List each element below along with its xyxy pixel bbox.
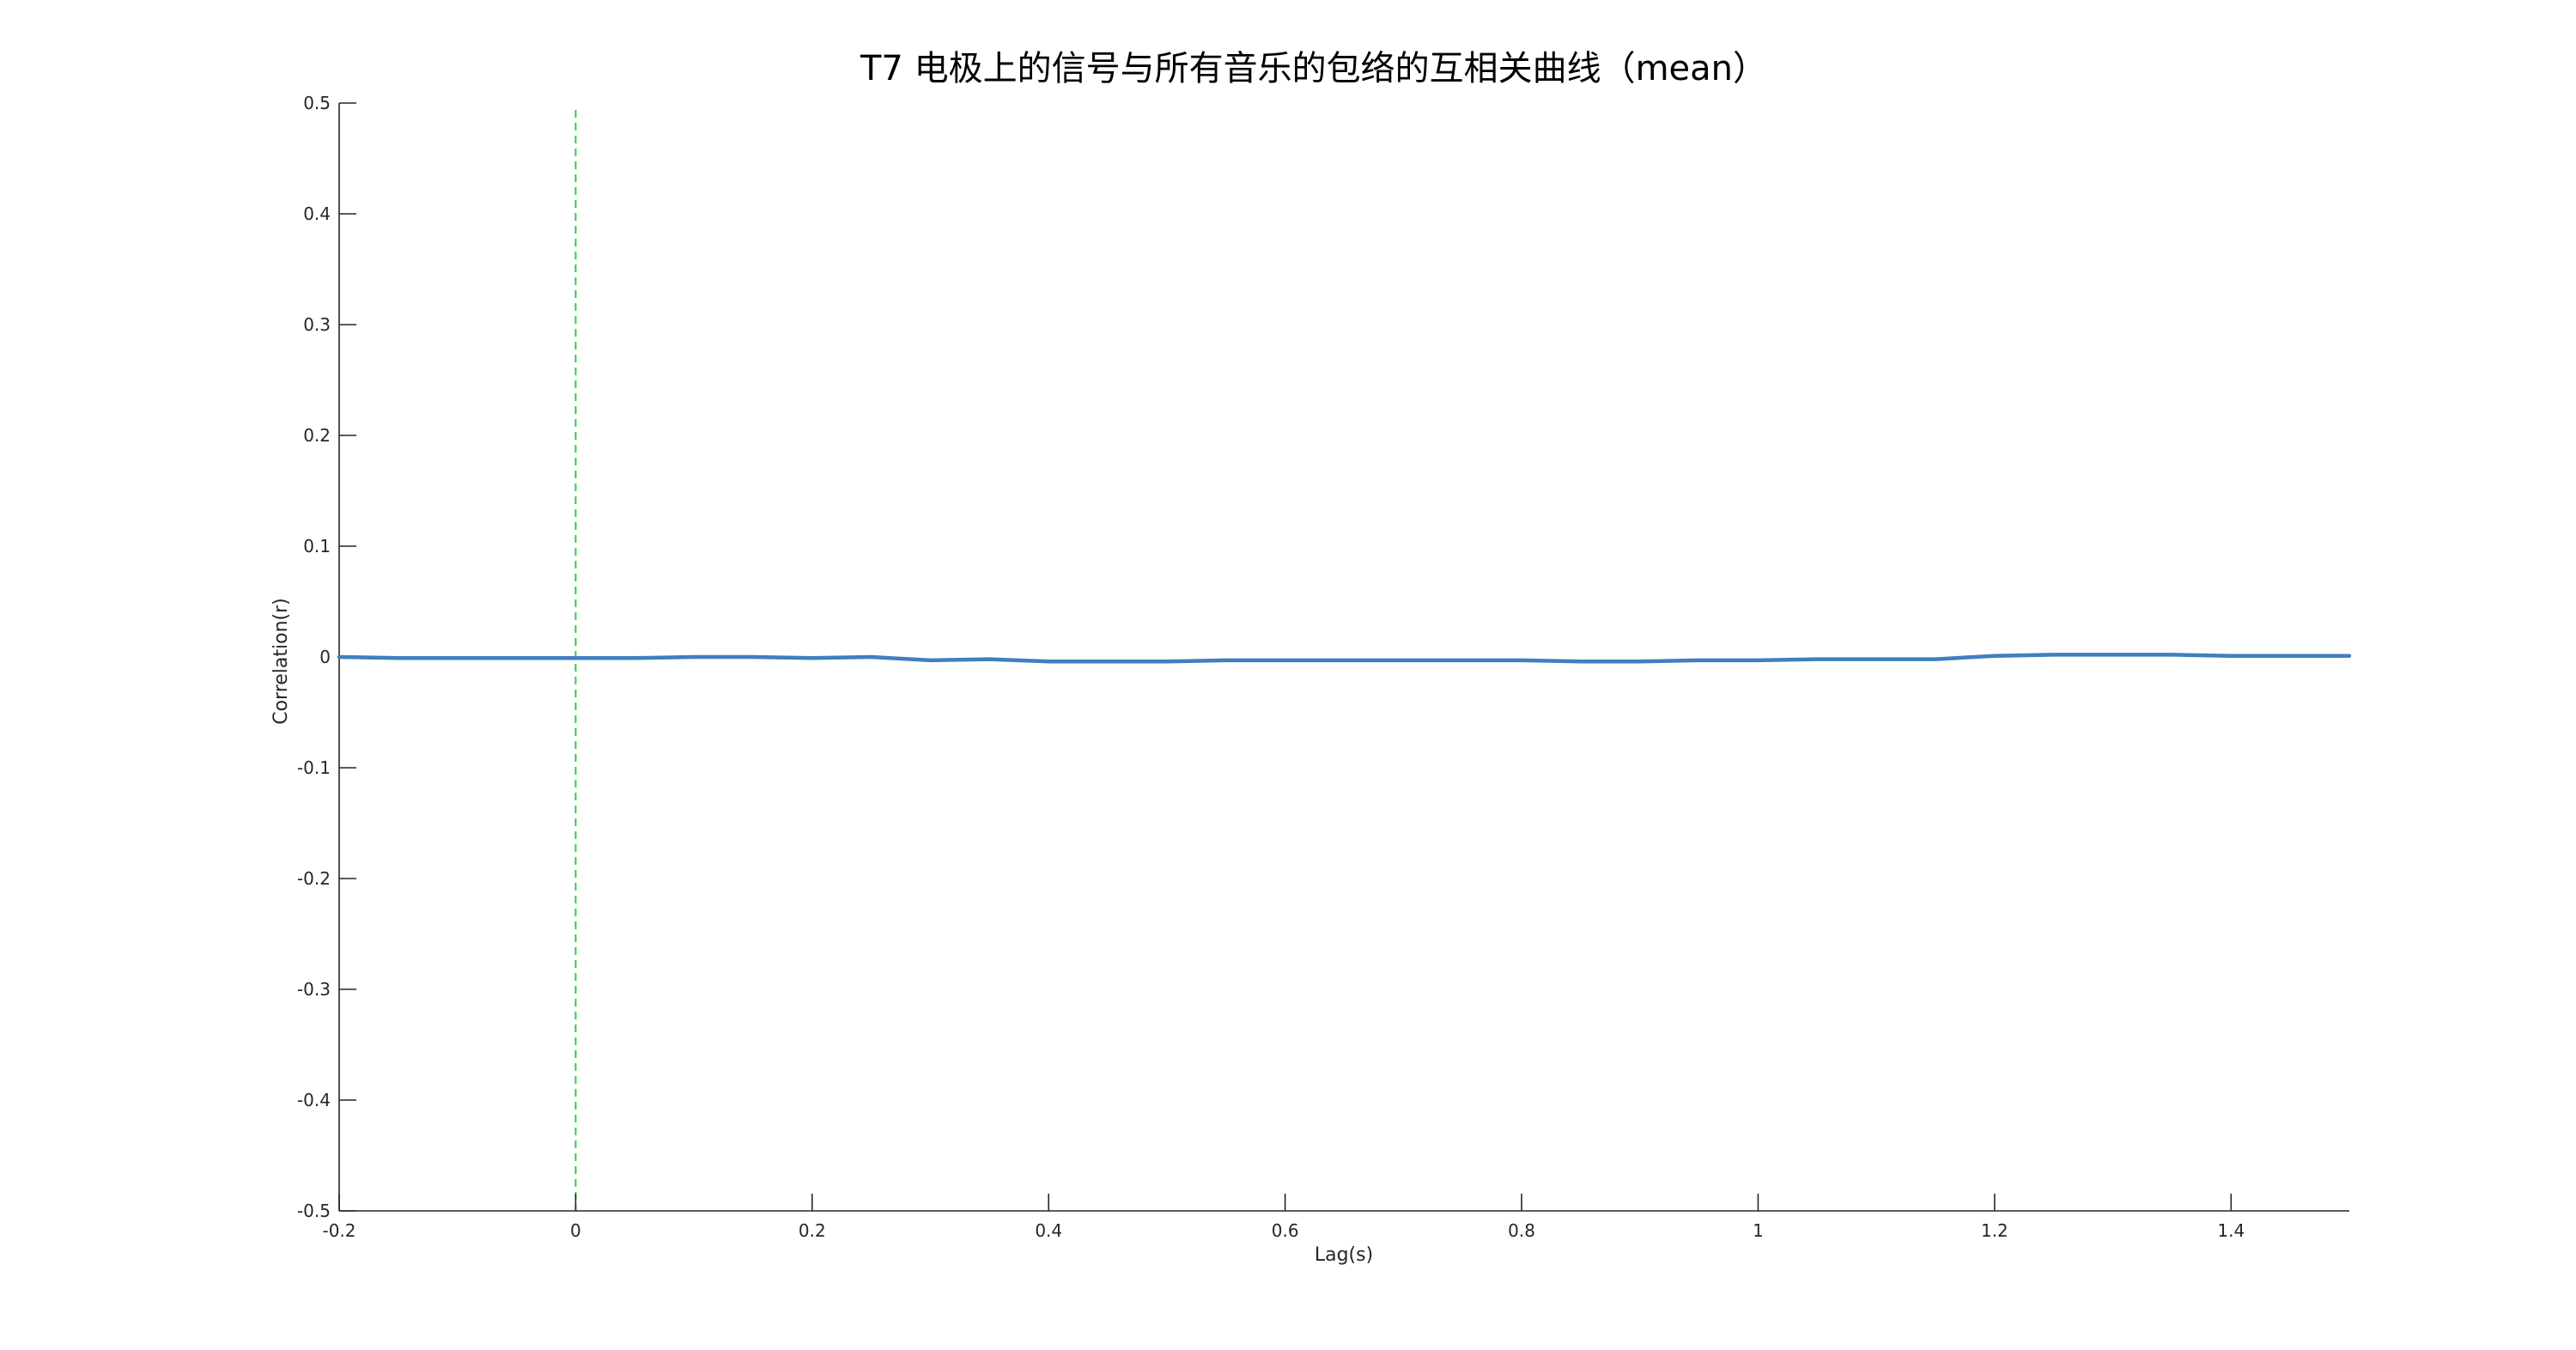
x-tick-label: 0.2: [799, 1220, 826, 1241]
y-tick-label: -0.3: [297, 979, 331, 1000]
y-tick-label: -0.2: [297, 868, 331, 889]
chart-title: T7 电极上的信号与所有音乐的包络的互相关曲线（mean）: [860, 49, 1767, 88]
x-tick-label: 1: [1753, 1220, 1764, 1241]
x-axis-label: Lag(s): [1315, 1244, 1373, 1266]
x-tick-label: 0.6: [1272, 1220, 1299, 1241]
y-tick-label: -0.5: [297, 1201, 331, 1221]
y-tick-label: 0.4: [303, 204, 331, 224]
y-axis-label: Correlation(r): [270, 598, 292, 725]
x-tick-label: -0.2: [322, 1220, 355, 1241]
y-tick-label: -0.4: [297, 1090, 331, 1110]
plot-area: -0.2 0 0.2 0.4 0.6 0.8 1 1.2 1.4 -0.5 -0.4 -0.3 -0.2…: [297, 93, 2352, 1241]
x-tick-label: 0.8: [1508, 1220, 1535, 1241]
x-tick-label: 1.4: [2217, 1220, 2245, 1241]
y-tick-label: -0.1: [297, 757, 331, 778]
y-tick-label: 0: [319, 647, 331, 667]
x-tick-label: 1.2: [1981, 1220, 2008, 1241]
y-tick-label: 0.1: [303, 536, 331, 556]
y-tick-label: 0.2: [303, 425, 331, 446]
series-line-0: [337, 653, 2352, 664]
x-tick-label: 0: [570, 1220, 581, 1241]
y-tick-label: 0.3: [303, 314, 331, 335]
x-tick-label: 0.4: [1035, 1220, 1062, 1241]
y-tick-label: 0.5: [303, 93, 331, 113]
